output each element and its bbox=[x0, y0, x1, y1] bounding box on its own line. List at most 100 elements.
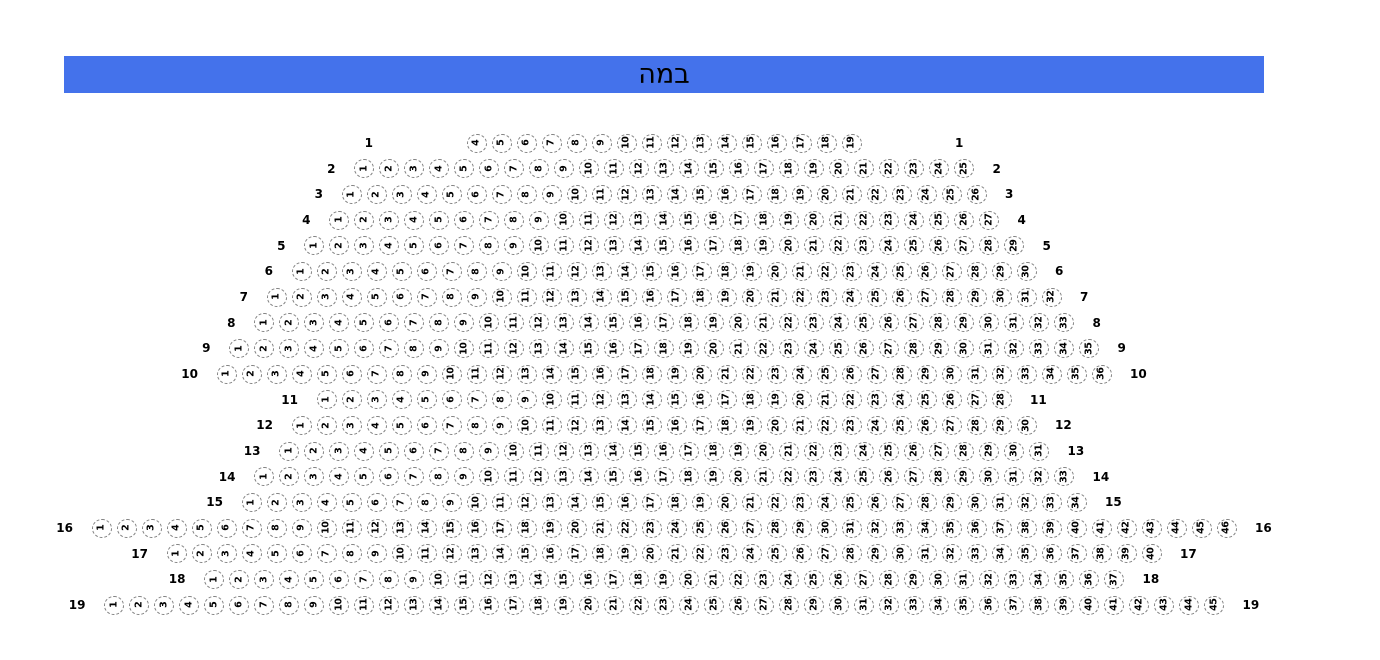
seat-row6-num19[interactable]: 19 bbox=[741, 261, 762, 281]
seat-row11-num9[interactable]: 9 bbox=[516, 390, 537, 410]
seat-row14-num3[interactable]: 3 bbox=[304, 467, 324, 487]
seat-row17-num14[interactable]: 14 bbox=[491, 544, 512, 564]
seat-row9-num9[interactable]: 9 bbox=[429, 338, 449, 358]
seat-row13-num21[interactable]: 21 bbox=[779, 441, 799, 461]
seat-row18-num28[interactable]: 28 bbox=[879, 569, 899, 589]
seat-row18-num9[interactable]: 9 bbox=[404, 569, 424, 589]
seat-row17-num20[interactable]: 20 bbox=[641, 544, 662, 564]
seat-row10-num1[interactable]: 1 bbox=[216, 364, 237, 384]
seat-row2-num25[interactable]: 25 bbox=[954, 159, 974, 179]
seat-row2-num21[interactable]: 21 bbox=[854, 159, 874, 179]
seat-row18-num12[interactable]: 12 bbox=[479, 569, 499, 589]
seat-row9-num35[interactable]: 35 bbox=[1079, 338, 1099, 358]
seat-row4-num19[interactable]: 19 bbox=[779, 210, 799, 230]
seat-row14-num24[interactable]: 24 bbox=[829, 467, 849, 487]
seat-row9-num33[interactable]: 33 bbox=[1029, 338, 1049, 358]
seat-row11-num10[interactable]: 10 bbox=[541, 390, 562, 410]
seat-row8-num30[interactable]: 30 bbox=[979, 313, 999, 333]
seat-row6-num30[interactable]: 30 bbox=[1016, 261, 1037, 281]
seat-row4-num22[interactable]: 22 bbox=[854, 210, 874, 230]
seat-row12-num30[interactable]: 30 bbox=[1016, 415, 1037, 435]
seat-row16-num2[interactable]: 2 bbox=[116, 518, 137, 538]
seat-row3-num16[interactable]: 16 bbox=[716, 184, 737, 204]
seat-row8-num13[interactable]: 13 bbox=[554, 313, 574, 333]
seat-row1-num8[interactable]: 8 bbox=[566, 133, 587, 153]
seat-row16-num45[interactable]: 45 bbox=[1191, 518, 1212, 538]
seat-row9-num34[interactable]: 34 bbox=[1054, 338, 1074, 358]
seat-row13-num7[interactable]: 7 bbox=[429, 441, 449, 461]
seat-row14-num17[interactable]: 17 bbox=[654, 467, 674, 487]
seat-row19-num27[interactable]: 27 bbox=[754, 595, 774, 615]
seat-row8-num8[interactable]: 8 bbox=[429, 313, 449, 333]
seat-row14-num23[interactable]: 23 bbox=[804, 467, 824, 487]
seat-row5-num26[interactable]: 26 bbox=[929, 236, 949, 256]
seat-row11-num17[interactable]: 17 bbox=[716, 390, 737, 410]
seat-row14-num5[interactable]: 5 bbox=[354, 467, 374, 487]
seat-row16-num38[interactable]: 38 bbox=[1016, 518, 1037, 538]
seat-row17-num19[interactable]: 19 bbox=[616, 544, 637, 564]
seat-row19-num18[interactable]: 18 bbox=[529, 595, 549, 615]
seat-row18-num5[interactable]: 5 bbox=[304, 569, 324, 589]
seat-row5-num6[interactable]: 6 bbox=[429, 236, 449, 256]
seat-row16-num9[interactable]: 9 bbox=[291, 518, 312, 538]
seat-row16-num12[interactable]: 12 bbox=[366, 518, 387, 538]
seat-row11-num12[interactable]: 12 bbox=[591, 390, 612, 410]
seat-row1-num4[interactable]: 4 bbox=[466, 133, 487, 153]
seat-row19-num6[interactable]: 6 bbox=[229, 595, 249, 615]
seat-row9-num19[interactable]: 19 bbox=[679, 338, 699, 358]
seat-row13-num29[interactable]: 29 bbox=[979, 441, 999, 461]
seat-row12-num24[interactable]: 24 bbox=[866, 415, 887, 435]
seat-row5-num5[interactable]: 5 bbox=[404, 236, 424, 256]
seat-row7-num1[interactable]: 1 bbox=[266, 287, 287, 307]
seat-row5-num9[interactable]: 9 bbox=[504, 236, 524, 256]
seat-row17-num34[interactable]: 34 bbox=[991, 544, 1012, 564]
seat-row14-num33[interactable]: 33 bbox=[1054, 467, 1074, 487]
seat-row16-num29[interactable]: 29 bbox=[791, 518, 812, 538]
seat-row2-num13[interactable]: 13 bbox=[654, 159, 674, 179]
seat-row10-num17[interactable]: 17 bbox=[616, 364, 637, 384]
seat-row3-num25[interactable]: 25 bbox=[941, 184, 962, 204]
seat-row4-num15[interactable]: 15 bbox=[679, 210, 699, 230]
seat-row17-num2[interactable]: 2 bbox=[191, 544, 212, 564]
seat-row10-num34[interactable]: 34 bbox=[1041, 364, 1062, 384]
seat-row2-num2[interactable]: 2 bbox=[379, 159, 399, 179]
seat-row2-num4[interactable]: 4 bbox=[429, 159, 449, 179]
seat-row17-num5[interactable]: 5 bbox=[266, 544, 287, 564]
seat-row4-num8[interactable]: 8 bbox=[504, 210, 524, 230]
seat-row5-num19[interactable]: 19 bbox=[754, 236, 774, 256]
seat-row17-num31[interactable]: 31 bbox=[916, 544, 937, 564]
seat-row19-num45[interactable]: 45 bbox=[1204, 595, 1224, 615]
seat-row7-num20[interactable]: 20 bbox=[741, 287, 762, 307]
seat-row12-num14[interactable]: 14 bbox=[616, 415, 637, 435]
seat-row1-num17[interactable]: 17 bbox=[791, 133, 812, 153]
seat-row2-num7[interactable]: 7 bbox=[504, 159, 524, 179]
seat-row9-num8[interactable]: 8 bbox=[404, 338, 424, 358]
seat-row14-num32[interactable]: 32 bbox=[1029, 467, 1049, 487]
seat-row6-num25[interactable]: 25 bbox=[891, 261, 912, 281]
seat-row19-num20[interactable]: 20 bbox=[579, 595, 599, 615]
seat-row11-num11[interactable]: 11 bbox=[566, 390, 587, 410]
seat-row2-num22[interactable]: 22 bbox=[879, 159, 899, 179]
seat-row7-num16[interactable]: 16 bbox=[641, 287, 662, 307]
seat-row2-num18[interactable]: 18 bbox=[779, 159, 799, 179]
seat-row15-num20[interactable]: 20 bbox=[716, 492, 737, 512]
seat-row19-num30[interactable]: 30 bbox=[829, 595, 849, 615]
seat-row10-num26[interactable]: 26 bbox=[841, 364, 862, 384]
seat-row8-num27[interactable]: 27 bbox=[904, 313, 924, 333]
seat-row5-num11[interactable]: 11 bbox=[554, 236, 574, 256]
seat-row3-num7[interactable]: 7 bbox=[491, 184, 512, 204]
seat-row7-num22[interactable]: 22 bbox=[791, 287, 812, 307]
seat-row13-num3[interactable]: 3 bbox=[329, 441, 349, 461]
seat-row12-num17[interactable]: 17 bbox=[691, 415, 712, 435]
seat-row12-num29[interactable]: 29 bbox=[991, 415, 1012, 435]
seat-row6-num1[interactable]: 1 bbox=[291, 261, 312, 281]
seat-row5-num10[interactable]: 10 bbox=[529, 236, 549, 256]
seat-row7-num14[interactable]: 14 bbox=[591, 287, 612, 307]
seat-row4-num16[interactable]: 16 bbox=[704, 210, 724, 230]
seat-row6-num18[interactable]: 18 bbox=[716, 261, 737, 281]
seat-row12-num10[interactable]: 10 bbox=[516, 415, 537, 435]
seat-row7-num32[interactable]: 32 bbox=[1041, 287, 1062, 307]
seat-row11-num8[interactable]: 8 bbox=[491, 390, 512, 410]
seat-row9-num27[interactable]: 27 bbox=[879, 338, 899, 358]
seat-row8-num19[interactable]: 19 bbox=[704, 313, 724, 333]
